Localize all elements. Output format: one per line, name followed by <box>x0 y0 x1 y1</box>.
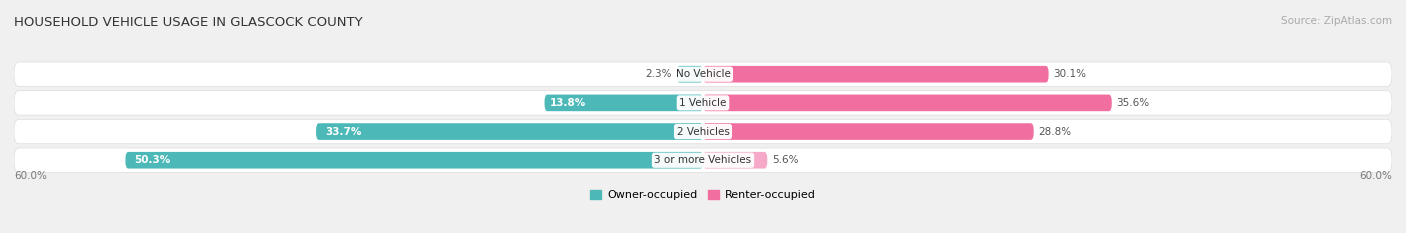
FancyBboxPatch shape <box>125 152 703 168</box>
Text: 35.6%: 35.6% <box>1116 98 1150 108</box>
FancyBboxPatch shape <box>703 123 1033 140</box>
Text: 2 Vehicles: 2 Vehicles <box>676 127 730 137</box>
FancyBboxPatch shape <box>703 95 1112 111</box>
FancyBboxPatch shape <box>703 152 768 168</box>
Text: 50.3%: 50.3% <box>135 155 172 165</box>
FancyBboxPatch shape <box>14 91 1392 115</box>
FancyBboxPatch shape <box>703 66 1049 82</box>
Text: 2.3%: 2.3% <box>645 69 672 79</box>
Text: 28.8%: 28.8% <box>1038 127 1071 137</box>
Text: No Vehicle: No Vehicle <box>675 69 731 79</box>
Legend: Owner-occupied, Renter-occupied: Owner-occupied, Renter-occupied <box>586 185 820 205</box>
FancyBboxPatch shape <box>676 66 703 82</box>
Text: 13.8%: 13.8% <box>550 98 586 108</box>
Text: 60.0%: 60.0% <box>14 171 46 181</box>
FancyBboxPatch shape <box>316 123 703 140</box>
Text: HOUSEHOLD VEHICLE USAGE IN GLASCOCK COUNTY: HOUSEHOLD VEHICLE USAGE IN GLASCOCK COUN… <box>14 16 363 29</box>
FancyBboxPatch shape <box>14 62 1392 86</box>
Text: 1 Vehicle: 1 Vehicle <box>679 98 727 108</box>
Text: 30.1%: 30.1% <box>1053 69 1087 79</box>
FancyBboxPatch shape <box>544 95 703 111</box>
Text: 33.7%: 33.7% <box>325 127 361 137</box>
FancyBboxPatch shape <box>14 119 1392 144</box>
Text: 60.0%: 60.0% <box>1360 171 1392 181</box>
Text: 3 or more Vehicles: 3 or more Vehicles <box>654 155 752 165</box>
FancyBboxPatch shape <box>14 148 1392 172</box>
Text: Source: ZipAtlas.com: Source: ZipAtlas.com <box>1281 16 1392 26</box>
Text: 5.6%: 5.6% <box>772 155 799 165</box>
